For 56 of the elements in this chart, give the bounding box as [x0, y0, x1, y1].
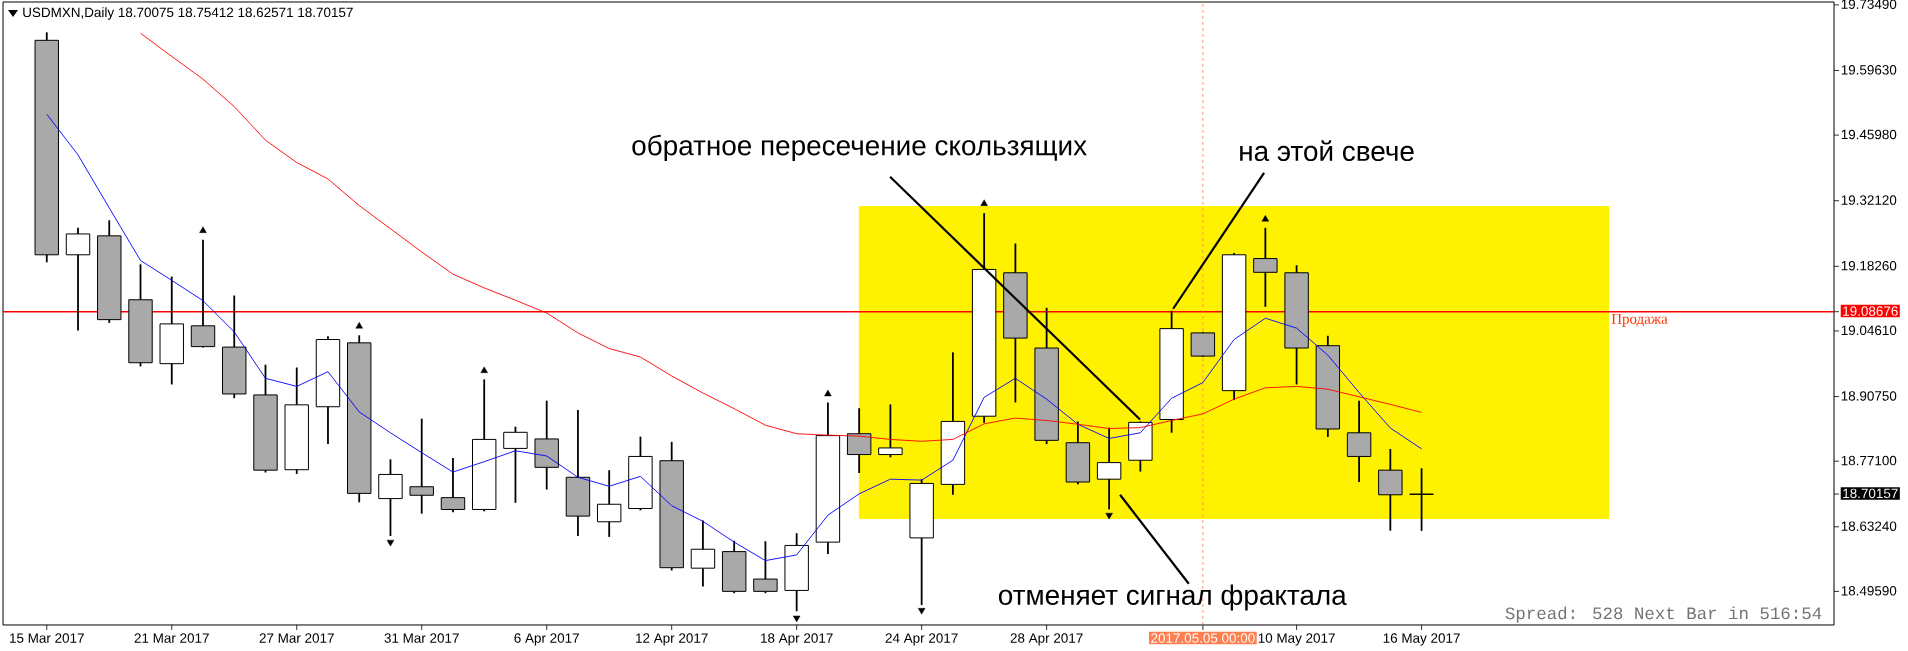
point: [199, 226, 207, 233]
y-tick-label: 19.45980: [1841, 129, 1897, 140]
candlestick: [1190, 331, 1216, 357]
point: [480, 366, 488, 373]
annotation: обратное пересечение скользящих: [632, 134, 1087, 161]
point: [1105, 512, 1113, 520]
y-tick-label: 19.73490: [1841, 0, 1897, 9]
x-tick-label: 2017.05.05 00:00: [1151, 633, 1255, 643]
candlestick: [1096, 427, 1122, 510]
x-tick-label: 15 Mar 2017: [10, 633, 84, 643]
candlestick: [1346, 400, 1372, 482]
y-tick-label: 19.59630: [1841, 65, 1897, 75]
y-tick-label: 18.70157: [1843, 488, 1898, 499]
ref-line-label: Продажа: [1611, 313, 1668, 327]
y-tick-label: 18.77100: [1841, 455, 1897, 466]
x-tick-label: 12 Apr 2017: [636, 633, 708, 646]
x-tick-label: 6 Apr 2017: [514, 633, 579, 646]
point: [917, 608, 926, 615]
point: [980, 199, 988, 206]
candlestick: [846, 408, 872, 473]
x-tick-label: 18 Apr 2017: [761, 633, 833, 646]
text: Spread: 528 Next Bar in 516:54: [1505, 606, 1822, 623]
candlestick: [440, 457, 466, 513]
candlestick: [690, 520, 716, 587]
chart-title: USDMXN,Daily 18.70075 18.75412 18.62571 18.70157: [23, 7, 353, 20]
x-tick-label: 21 Mar 2017: [134, 633, 209, 643]
candlestick: [65, 227, 91, 331]
candlestick: [878, 404, 903, 458]
candlestick: [1409, 468, 1434, 531]
point: [355, 322, 363, 329]
candlestick: [596, 470, 622, 537]
x-tick-label: 24 Apr 2017: [885, 633, 958, 646]
y-tick-label: 19.04610: [1841, 325, 1897, 336]
point: [386, 539, 395, 547]
y-tick-label: 18.49590: [1841, 586, 1897, 596]
y-tick-label: 19.08676: [1843, 306, 1898, 316]
point: [793, 615, 801, 623]
candlestick: [753, 541, 778, 594]
point: [1261, 215, 1270, 222]
y-tick-label: 19.18260: [1841, 260, 1897, 271]
y-tick-label: 18.63240: [1841, 521, 1897, 531]
candlestick: [409, 418, 434, 514]
y-tick-label: 18.90750: [1841, 391, 1897, 401]
x-tick-label: 31 Mar 2017: [384, 633, 459, 643]
x-tick-label: 28 Apr 2017: [1010, 633, 1083, 646]
x-tick-label: 16 May 2017: [1383, 633, 1460, 646]
y-tick-label: 19.32120: [1841, 195, 1897, 205]
candlestick: [190, 239, 216, 348]
point: [824, 389, 832, 397]
line-series: [46, 113, 1423, 562]
candlestick: [503, 426, 528, 503]
annotation: на этой свече: [1240, 140, 1414, 162]
x-tick-label: 10 May 2017: [1258, 633, 1335, 646]
annotation: отменяет сигнал фрактала: [998, 584, 1347, 611]
candlestick: [1253, 227, 1278, 307]
x-tick-label: 27 Mar 2017: [259, 633, 334, 643]
